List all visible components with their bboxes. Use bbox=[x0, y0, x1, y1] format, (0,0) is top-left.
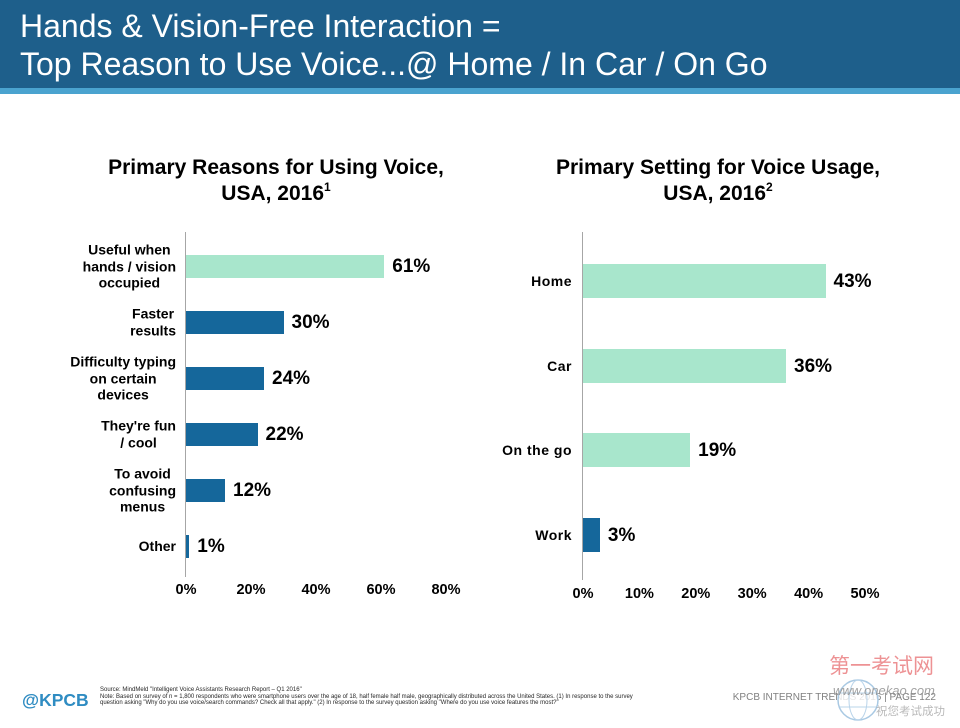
bar bbox=[583, 433, 691, 468]
category-label: Home bbox=[531, 273, 572, 289]
bar bbox=[583, 264, 826, 299]
x-tick-label: 40% bbox=[301, 582, 331, 598]
chart-title-line: USA, 20161 bbox=[56, 181, 496, 207]
note-line: Note: Based on survey of n = 1,800 respo… bbox=[100, 693, 633, 700]
x-tick-label: 80% bbox=[431, 582, 461, 598]
watermark-slogan: 祝您考试成功 bbox=[876, 706, 945, 718]
value-label: 36% bbox=[794, 355, 833, 377]
value-label: 19% bbox=[698, 440, 737, 462]
page-label: KPCB INTERNET TRENDS 2016 | PAGE 122 bbox=[732, 692, 936, 703]
value-label: 24% bbox=[272, 368, 311, 389]
category-label: Faster results bbox=[130, 305, 176, 339]
category-label: On the go bbox=[502, 442, 572, 458]
bar bbox=[186, 310, 284, 334]
chart-title-text: USA, 2016 bbox=[221, 182, 325, 205]
footnote-marker: 2 bbox=[766, 180, 773, 194]
chart-title-text: USA, 2016 bbox=[663, 182, 767, 205]
value-label: 43% bbox=[833, 271, 872, 293]
bar bbox=[186, 422, 258, 446]
y-axis-line bbox=[185, 232, 186, 577]
footnote-marker: 1 bbox=[324, 180, 331, 194]
globe-parallels bbox=[840, 692, 876, 708]
value-label: 22% bbox=[265, 424, 304, 445]
x-tick-label: 20% bbox=[236, 582, 266, 598]
kpcb-logo: @KPCB bbox=[22, 690, 89, 710]
bar bbox=[186, 478, 225, 502]
bar bbox=[583, 517, 600, 552]
bar bbox=[583, 348, 787, 383]
x-tick-label: 60% bbox=[366, 582, 396, 598]
chart-title-line: Primary Setting for Voice Usage, bbox=[555, 156, 881, 179]
category-label: Useful when hands / vision occupied bbox=[82, 241, 176, 291]
value-label: 12% bbox=[233, 480, 272, 501]
chart-title-line: Primary Reasons for Using Voice, bbox=[108, 156, 444, 179]
x-tick-label: 10% bbox=[624, 586, 654, 602]
source-note: Source: MindMeld "Intelligent Voice Assi… bbox=[100, 687, 633, 707]
x-tick-label: 0% bbox=[175, 582, 197, 598]
watermark-name: 第一考试网 bbox=[829, 655, 934, 678]
y-axis-line bbox=[582, 232, 583, 580]
category-label: To avoid confusing menus bbox=[109, 465, 176, 515]
bar bbox=[186, 534, 190, 558]
category-label: Other bbox=[138, 537, 176, 554]
note-line: question asking "Why do you use voice/se… bbox=[100, 700, 559, 707]
value-label: 30% bbox=[291, 312, 330, 333]
header-accent-stripe bbox=[0, 88, 960, 94]
category-label: Work bbox=[535, 526, 572, 543]
x-tick-label: 40% bbox=[794, 586, 824, 602]
reasons-chart-title: Primary Reasons for Using Voice, USA, 20… bbox=[56, 155, 496, 207]
watermark-globe-icon bbox=[837, 679, 879, 721]
x-tick-label: 50% bbox=[850, 586, 880, 602]
watermark-url: www.onekao.com bbox=[833, 683, 935, 698]
x-tick-label: 0% bbox=[572, 586, 594, 602]
globe-meridian bbox=[848, 679, 868, 721]
category-label: They're fun / cool bbox=[101, 417, 176, 451]
setting-chart-title: Primary Setting for Voice Usage, USA, 20… bbox=[498, 155, 938, 207]
value-label: 3% bbox=[607, 524, 636, 546]
value-label: 61% bbox=[392, 256, 431, 277]
value-label: 1% bbox=[197, 536, 225, 557]
bar bbox=[186, 254, 385, 278]
slide-title-line: Hands & Vision-Free Interaction = bbox=[20, 8, 501, 44]
source-line: Source: MindMeld "Intelligent Voice Assi… bbox=[100, 687, 302, 693]
slide-title: Hands & Vision-Free Interaction = Top Re… bbox=[20, 7, 767, 83]
chart-title-line: USA, 20162 bbox=[498, 181, 938, 207]
category-label: Difficulty typing on certain devices bbox=[70, 353, 176, 403]
category-label: Car bbox=[547, 357, 572, 374]
slide-title-line: Top Reason to Use Voice...@ Home / In Ca… bbox=[20, 46, 768, 82]
x-tick-label: 30% bbox=[737, 586, 767, 602]
x-tick-label: 20% bbox=[681, 586, 711, 602]
header-band bbox=[0, 0, 960, 88]
bar bbox=[186, 366, 264, 390]
